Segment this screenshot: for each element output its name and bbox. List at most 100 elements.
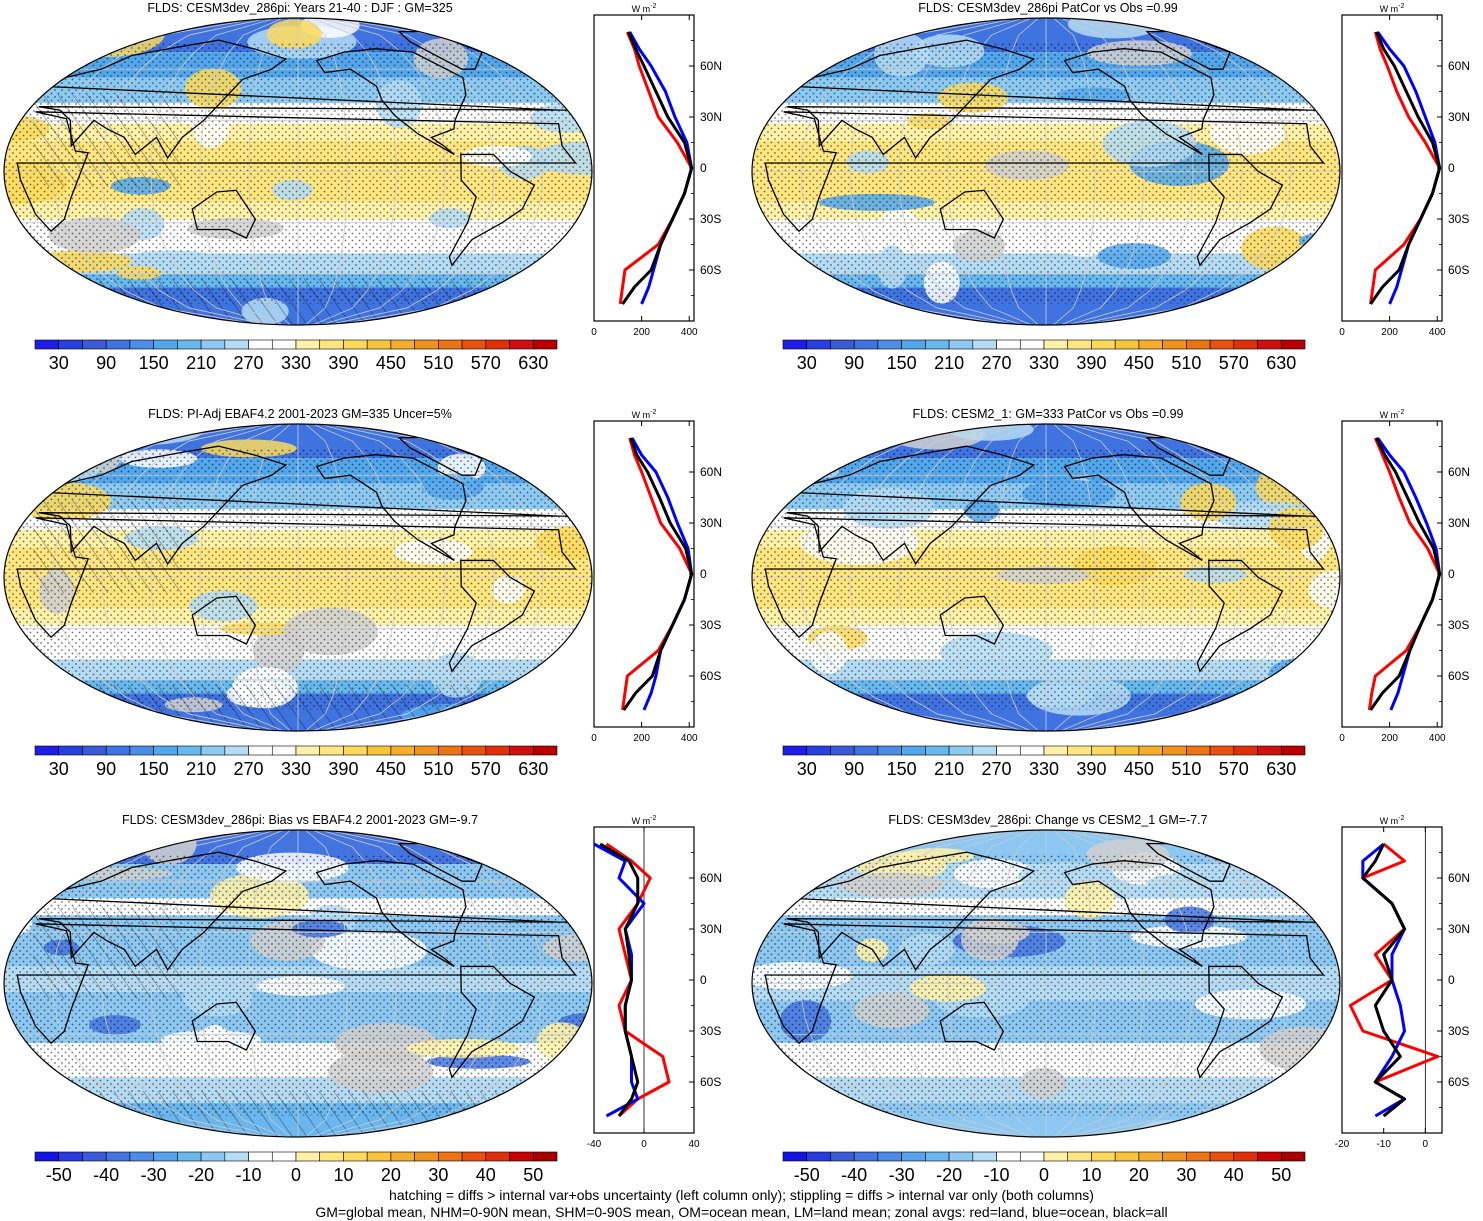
coastline xyxy=(315,48,467,156)
colorbar-label: 50 xyxy=(523,1165,543,1185)
graticule-lon xyxy=(312,18,397,325)
x-tick-label: 0 xyxy=(1339,327,1345,338)
zonal-line-ocean xyxy=(1376,31,1442,305)
colorbar-cell xyxy=(853,1151,879,1162)
x-tick-label: 0 xyxy=(641,1139,647,1150)
colorbar-cell xyxy=(58,745,83,756)
graticule-lon xyxy=(248,18,291,325)
map-title: FLDS: CESM3dev_286pi: Bias vs EBAF4.2 20… xyxy=(121,813,479,827)
zonal-line-land xyxy=(1348,842,1440,1118)
colorbar-cell xyxy=(58,339,83,350)
colorbar-cell xyxy=(948,339,974,350)
map-blotch xyxy=(40,1104,139,1137)
panel-3: FLDS: PI-Adj EBAF4.2 2001-2023 GM=335 Un… xyxy=(0,406,735,806)
colorbar-cell xyxy=(1233,745,1258,756)
x-tick-label: 200 xyxy=(1381,733,1398,744)
colorbar-label: -20 xyxy=(936,1165,962,1185)
colorbar-cell xyxy=(948,1151,974,1162)
colorbar-cell xyxy=(58,1151,83,1162)
colorbar-cell xyxy=(782,339,808,350)
coastline xyxy=(764,517,1325,639)
panel-6: FLDS: CESM3dev_286pi: Change vs CESM2_1 … xyxy=(748,812,1483,1212)
colorbar-label: 210 xyxy=(186,353,216,373)
profile-units: W m-2 xyxy=(1380,409,1405,420)
graticule-lon xyxy=(947,830,1032,1137)
colorbar-label: 30 xyxy=(428,1165,448,1185)
colorbar-cell xyxy=(485,1151,510,1162)
profile-units-exp: -2 xyxy=(1398,3,1404,10)
coastline xyxy=(191,1001,257,1051)
colorbar-label: 0 xyxy=(1039,1165,1049,1185)
coastline xyxy=(764,923,1325,1045)
colorbar-cell xyxy=(782,1151,808,1162)
map-border xyxy=(751,423,1341,732)
graticule-lon xyxy=(1082,18,1292,325)
graticule-lon xyxy=(1082,830,1292,1137)
map-blotch xyxy=(760,257,806,273)
colorbar-cell xyxy=(461,1151,487,1162)
colorbar-cell xyxy=(972,339,997,350)
map-title: FLDS: CESM3dev_286pi PatCor vs Obs =0.99 xyxy=(918,1,1178,15)
graticule-lon xyxy=(101,830,269,1137)
colorbar-label: 390 xyxy=(1076,353,1106,373)
profile-frame xyxy=(593,14,695,322)
graticule-lon xyxy=(947,424,1032,731)
graticule-lon xyxy=(1053,424,1096,731)
coastline xyxy=(191,189,257,239)
colorbar-label: 20 xyxy=(381,1165,401,1185)
graticule-lon xyxy=(305,424,348,731)
x-tick-label: -20 xyxy=(1335,1139,1350,1150)
lat-label: 30S xyxy=(700,1024,721,1038)
colorbar-cell xyxy=(1043,1151,1069,1162)
colorbar-cell xyxy=(271,1151,297,1162)
colorbar-cell xyxy=(319,1151,344,1162)
map-border xyxy=(3,423,593,732)
x-tick-label: 0 xyxy=(591,733,597,744)
colorbar-cell xyxy=(224,1151,249,1162)
coastline xyxy=(1196,153,1284,267)
colorbar-label: 0 xyxy=(291,1165,301,1185)
coastline xyxy=(764,111,1325,233)
colorbar-label: 30 xyxy=(49,759,69,779)
colorbar-cell xyxy=(343,339,368,350)
colorbar-cell xyxy=(1138,339,1163,350)
colorbar-cell xyxy=(34,1151,60,1162)
graticule-lon xyxy=(305,18,348,325)
colorbar-cell xyxy=(390,1151,415,1162)
zonal-line-all xyxy=(622,437,694,711)
colorbar-label: 450 xyxy=(376,759,406,779)
lat-label: 30S xyxy=(1448,212,1469,226)
panel-4: FLDS: CESM2_1: GM=333 PatCor vs Obs =0.9… xyxy=(748,406,1483,806)
lat-label: 0 xyxy=(1448,161,1455,175)
colorbar-cell xyxy=(901,339,926,350)
profile-units: W m-2 xyxy=(632,409,657,420)
colorbar-cell xyxy=(366,339,392,350)
colorbar-cell xyxy=(366,1151,392,1162)
colorbar-cell xyxy=(34,745,60,756)
colorbar-label: 10 xyxy=(333,1165,353,1185)
map-blotch xyxy=(4,707,88,731)
colorbar-label: -50 xyxy=(46,1165,72,1185)
colorbar-cell xyxy=(853,339,879,350)
colorbar-label: -20 xyxy=(188,1165,214,1185)
colorbar-label: 570 xyxy=(471,353,501,373)
graticule-lon xyxy=(150,830,277,1137)
colorbar-cell xyxy=(1091,745,1116,756)
graticule-lon xyxy=(150,424,277,731)
profile-units-exp: -2 xyxy=(1398,815,1404,822)
map-blotch xyxy=(1278,288,1336,305)
map xyxy=(751,423,1341,732)
profile-units-exp: -2 xyxy=(650,409,656,416)
map xyxy=(751,17,1341,326)
colorbar-cell xyxy=(248,745,273,756)
colorbar-label: -10 xyxy=(236,1165,262,1185)
coastline xyxy=(16,111,577,233)
map-title: FLDS: PI-Adj EBAF4.2 2001-2023 GM=335 Un… xyxy=(148,407,452,421)
colorbar-cell xyxy=(925,745,950,756)
x-tick-label: 200 xyxy=(633,733,650,744)
colorbar-cell xyxy=(877,339,902,350)
colorbar-cell xyxy=(414,1151,439,1162)
colorbar-cell xyxy=(830,339,855,350)
x-tick-label: 400 xyxy=(681,733,698,744)
colorbar-label: 30 xyxy=(797,759,817,779)
